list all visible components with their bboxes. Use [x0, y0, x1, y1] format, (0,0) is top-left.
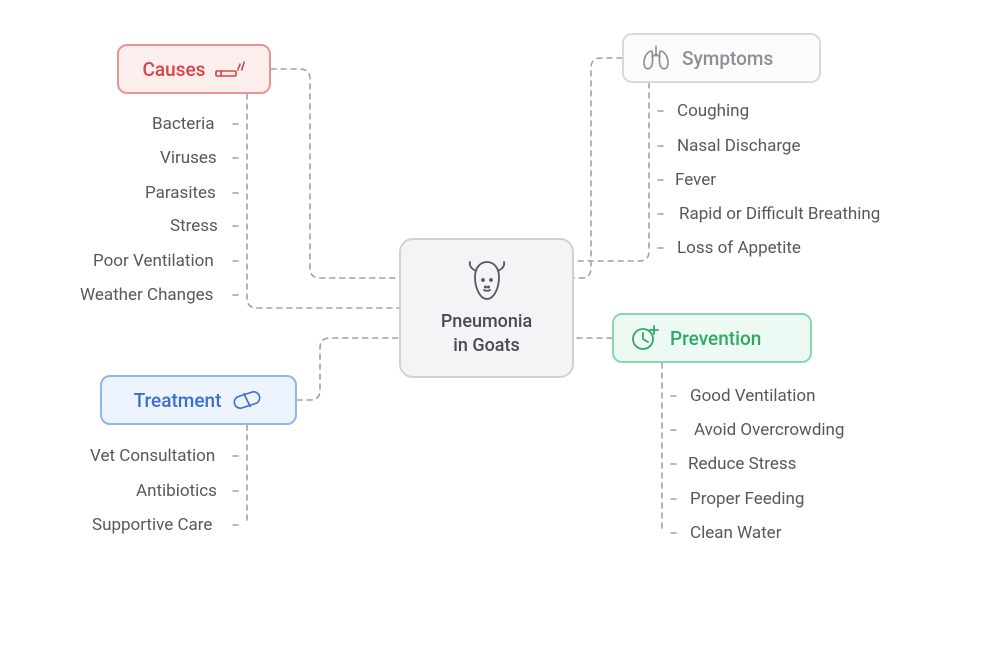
branch-prevention: Prevention: [612, 313, 812, 363]
prevention-item: Avoid Overcrowding: [694, 420, 844, 440]
treatment-item: Vet Consultation: [90, 446, 215, 466]
treatment-item: Antibiotics: [136, 481, 217, 501]
symptoms-item: Loss of Appetite: [677, 238, 801, 258]
causes-item: Parasites: [145, 183, 216, 203]
smoke-icon: [215, 58, 245, 80]
branch-symptoms-label: Symptoms: [682, 47, 773, 70]
branch-symptoms: Symptoms: [622, 33, 821, 83]
causes-item: Bacteria: [152, 114, 214, 134]
prevention-item: Good Ventilation: [690, 386, 816, 406]
branch-prevention-label: Prevention: [670, 327, 761, 350]
branch-causes: Causes: [117, 44, 271, 94]
symptoms-item: Rapid or Difficult Breathing: [679, 204, 880, 224]
lungs-icon: [640, 44, 672, 72]
prevention-item: Reduce Stress: [688, 454, 796, 474]
causes-item: Weather Changes: [80, 285, 213, 305]
branch-causes-label: Causes: [143, 58, 206, 81]
center-title-line1: Pneumonia: [441, 310, 532, 334]
symptoms-item: Nasal Discharge: [677, 136, 800, 156]
treatment-item: Supportive Care: [92, 515, 212, 535]
clock-plus-icon: [630, 324, 660, 352]
prevention-item: Proper Feeding: [690, 489, 804, 509]
symptoms-item: Fever: [675, 170, 716, 190]
branch-treatment-label: Treatment: [134, 389, 222, 412]
center-title-line2: in Goats: [441, 334, 532, 358]
causes-item: Stress: [170, 216, 218, 236]
prevention-item: Clean Water: [690, 523, 781, 543]
causes-item: Viruses: [160, 148, 217, 168]
center-node: Pneumonia in Goats: [399, 238, 574, 378]
goat-icon: [465, 258, 509, 304]
branch-treatment: Treatment: [100, 375, 297, 425]
pill-icon: [231, 389, 263, 411]
symptoms-item: Coughing: [677, 101, 749, 121]
causes-item: Poor Ventilation: [93, 251, 214, 271]
